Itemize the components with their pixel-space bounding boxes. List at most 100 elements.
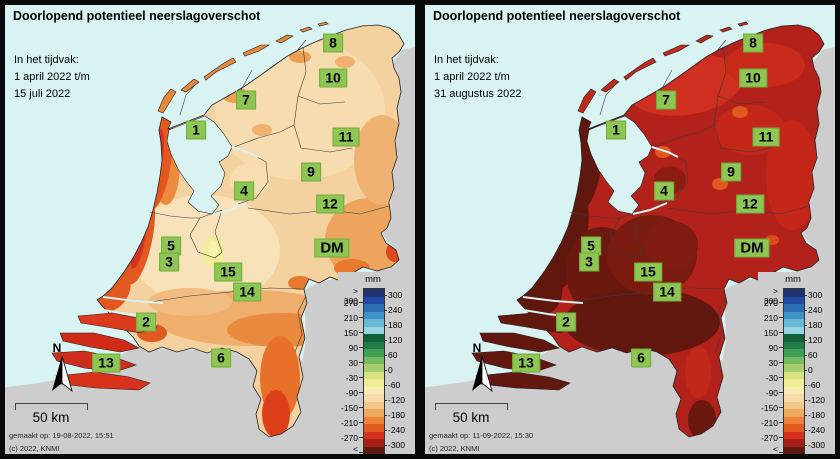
legend-tick-label: -60 bbox=[388, 380, 401, 390]
color-legend: mm bbox=[338, 272, 415, 454]
legend-swatch bbox=[364, 311, 384, 319]
legend-tick-label: -90 bbox=[345, 388, 358, 398]
legend-swatch bbox=[364, 424, 384, 432]
legend-tick-label: 90 bbox=[768, 343, 778, 353]
legend-tick-label: 0 bbox=[388, 365, 393, 375]
region-label-12: 12 bbox=[736, 194, 764, 214]
region-label-4: 4 bbox=[234, 181, 254, 201]
period-intro: In het tijdvak: bbox=[14, 54, 79, 66]
legend-tick-label: < -300 bbox=[353, 444, 358, 454]
legend-swatch bbox=[364, 349, 384, 357]
legend-tick-label: > 300 bbox=[763, 286, 778, 306]
scale-label: 50 km bbox=[452, 410, 490, 425]
region-label-3: 3 bbox=[159, 252, 179, 272]
region-label-7: 7 bbox=[236, 90, 256, 110]
legend-tick-label: -270 bbox=[760, 433, 778, 443]
region-label-7: 7 bbox=[656, 90, 676, 110]
legend-ticks-left bbox=[779, 288, 783, 453]
legend-tick-label: < -300 bbox=[773, 444, 778, 454]
region-label-9: 9 bbox=[721, 162, 741, 182]
page-title: Doorlopend potentieel neerslagoverschot bbox=[433, 9, 681, 23]
region-label-1: 1 bbox=[606, 120, 626, 140]
legend-tick-label: -150 bbox=[340, 403, 358, 413]
region-label-12: 12 bbox=[316, 194, 344, 214]
legend-swatch bbox=[784, 326, 804, 334]
region-label-8: 8 bbox=[323, 33, 343, 53]
legend-swatch bbox=[784, 424, 804, 432]
region-label-15: 15 bbox=[214, 262, 242, 282]
legend-colorbar bbox=[363, 288, 385, 454]
legend-tick-label: 0 bbox=[808, 365, 813, 375]
legend-tick-label: > 300 bbox=[343, 286, 358, 306]
legend-swatch bbox=[364, 401, 384, 409]
legend-swatch bbox=[784, 304, 804, 312]
region-label-11: 11 bbox=[752, 127, 780, 147]
legend-tick-label: 270 bbox=[763, 298, 778, 308]
legend-swatch bbox=[784, 439, 804, 447]
legend-tick-label: -150 bbox=[760, 403, 778, 413]
region-label-15: 15 bbox=[634, 262, 662, 282]
region-label-2: 2 bbox=[136, 312, 156, 332]
north-arrow-icon bbox=[52, 355, 73, 393]
legend-tick-label: 180 bbox=[388, 320, 403, 330]
scale-bar bbox=[435, 403, 508, 410]
panel-left: Doorlopend potentieel neerslagoverschot … bbox=[5, 5, 415, 454]
page-title: Doorlopend potentieel neerslagoverschot bbox=[13, 9, 261, 23]
legend-swatch bbox=[364, 334, 384, 342]
legend-swatch bbox=[364, 371, 384, 379]
region-label-5: 5 bbox=[581, 236, 601, 256]
legend-swatch bbox=[784, 409, 804, 417]
legend-swatch bbox=[784, 356, 804, 364]
legend-tick-label: -60 bbox=[808, 380, 821, 390]
made-on-text: gemaakt op: 11-09-2022, 15:30 bbox=[429, 431, 534, 440]
legend-colorbar bbox=[783, 288, 805, 454]
legend-tick-label: -240 bbox=[388, 425, 406, 435]
legend-swatch bbox=[784, 311, 804, 319]
legend-swatch bbox=[784, 386, 804, 394]
legend-tick-label: 60 bbox=[808, 350, 818, 360]
period-from: 1 april 2022 t/m bbox=[14, 71, 90, 83]
made-on-text: gemaakt op: 19-08-2022, 15:51 bbox=[9, 431, 114, 440]
legend-tick-label: -300 bbox=[808, 440, 826, 450]
scale-bar bbox=[15, 403, 88, 410]
legend-swatch bbox=[784, 349, 804, 357]
legend-unit: mm bbox=[785, 274, 801, 285]
region-label-3: 3 bbox=[579, 252, 599, 272]
legend-swatch bbox=[784, 319, 804, 327]
legend-tick-label: -30 bbox=[765, 373, 778, 383]
legend-swatch bbox=[364, 379, 384, 387]
panel-right: Doorlopend potentieel neerslagoverschot … bbox=[425, 5, 835, 454]
legend-swatch bbox=[784, 394, 804, 402]
legend-tick-label: 210 bbox=[343, 313, 358, 323]
legend-swatch bbox=[364, 446, 384, 454]
legend-swatch bbox=[364, 409, 384, 417]
legend-tick-label: -180 bbox=[808, 410, 826, 420]
legend-swatch bbox=[784, 371, 804, 379]
region-label-13: 13 bbox=[512, 353, 540, 373]
legend-swatch bbox=[784, 341, 804, 349]
legend-tick-label: 30 bbox=[768, 358, 778, 368]
legend-swatch bbox=[784, 296, 804, 304]
legend-swatch bbox=[364, 356, 384, 364]
region-label-4: 4 bbox=[654, 181, 674, 201]
period-text: In het tijdvak: 1 april 2022 t/m 15 juli… bbox=[14, 52, 90, 103]
legend-swatch bbox=[364, 326, 384, 334]
legend-swatch bbox=[364, 416, 384, 424]
region-label-10: 10 bbox=[739, 68, 767, 88]
legend-swatch bbox=[784, 416, 804, 424]
region-label-dm: DM bbox=[734, 238, 770, 258]
region-label-dm: DM bbox=[314, 238, 350, 258]
legend-swatch bbox=[784, 289, 804, 297]
legend-swatch bbox=[364, 296, 384, 304]
region-label-13: 13 bbox=[92, 353, 120, 373]
legend-tick-label: 60 bbox=[388, 350, 398, 360]
legend-unit: mm bbox=[365, 274, 381, 285]
legend-swatch bbox=[784, 334, 804, 342]
legend-swatch bbox=[784, 379, 804, 387]
legend-tick-label: -270 bbox=[340, 433, 358, 443]
legend-ticks-left bbox=[359, 288, 363, 453]
legend-tick-label: -120 bbox=[388, 395, 406, 405]
legend-tick-label: -180 bbox=[388, 410, 406, 420]
legend-tick-label: 120 bbox=[388, 335, 403, 345]
